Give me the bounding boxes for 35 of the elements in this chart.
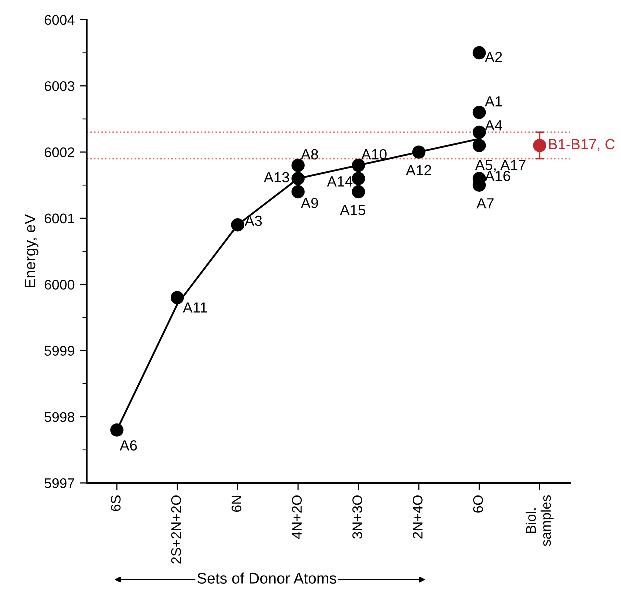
y-tick-label: 6000 [44, 280, 75, 290]
annotation: A9 [301, 198, 318, 208]
annotation: A13 [264, 172, 290, 183]
y-axis-title: Energy, eV [25, 214, 39, 288]
x-tick-label: 6N [232, 496, 242, 512]
y-tick-label: 6001 [44, 214, 74, 224]
y-tick-label: 5997 [44, 478, 74, 488]
annotation: A16 [485, 170, 510, 182]
x-tick-label: Biol. samples [526, 496, 554, 546]
annotation: A15 [340, 205, 366, 216]
y-tick-label: 5998 [44, 412, 75, 422]
annotation: A8 [301, 149, 318, 160]
annotation: A4 [485, 120, 502, 131]
annotation: A3 [244, 216, 262, 226]
x-tick-label: 4N+2O [292, 496, 302, 540]
annotation: B1-B17, C [549, 139, 615, 152]
annotation: A5, A17 [475, 160, 526, 172]
x-tick-label: 2S+2N+2O [171, 496, 182, 564]
x-tick-label: 6O [473, 496, 484, 513]
annotation: A2 [485, 52, 502, 62]
x-tick-label: 2N+4O [412, 496, 423, 539]
y-tick-label: 5999 [44, 346, 74, 356]
annotation: A11 [183, 302, 208, 313]
annotation: A12 [406, 165, 432, 176]
x-tick-label: 6S [111, 496, 121, 512]
annotation: A10 [362, 149, 387, 160]
x-tick-label: 3N+3O [352, 496, 362, 539]
annotation: A7 [476, 198, 494, 209]
x-axis-title: Sets of Donor Atoms [198, 572, 337, 584]
annotation: A6 [120, 440, 138, 451]
y-tick-label: 6004 [44, 15, 75, 26]
y-tick-label: 6003 [44, 81, 75, 92]
y-tick-label: 6002 [44, 148, 74, 158]
annotation: A14 [327, 176, 353, 187]
annotation: A1 [485, 96, 502, 107]
